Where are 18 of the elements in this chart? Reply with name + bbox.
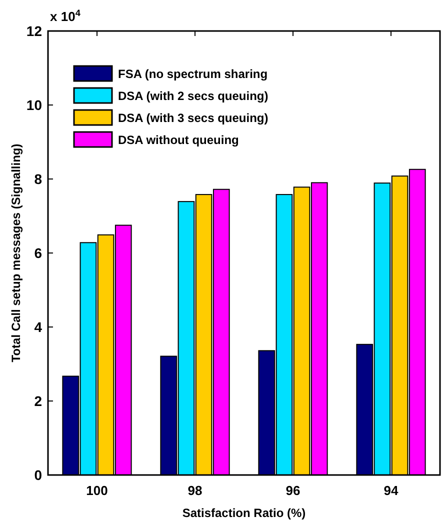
x-axis-title: Satisfaction Ratio (%) xyxy=(182,506,306,520)
y-axis-title: Total Call setup messages (Signalling) xyxy=(9,144,23,362)
x-tick-label: 98 xyxy=(188,483,202,498)
x-tick-label: 94 xyxy=(384,483,399,498)
x-tick-label: 96 xyxy=(286,483,300,498)
legend-label: DSA without queuing xyxy=(118,133,239,148)
y-tick-label: 8 xyxy=(34,170,42,187)
y-tick-label: 12 xyxy=(26,22,42,39)
text: x 10$^{4}$ xyxy=(50,8,82,24)
x-tick-label: 100 xyxy=(86,483,108,498)
legend-label: FSA (no spectrum sharing xyxy=(118,67,268,82)
y-tick-label: 0 xyxy=(34,466,42,483)
legend-label: DSA (with 3 secs queuing) xyxy=(118,111,268,126)
legend-label: DSA (with 2 secs queuing) xyxy=(118,89,268,104)
y-tick-label: 4 xyxy=(34,318,42,335)
y-tick-label: 6 xyxy=(34,244,42,261)
y-tick-label: 2 xyxy=(34,392,42,409)
y-tick-label: 10 xyxy=(26,96,42,113)
